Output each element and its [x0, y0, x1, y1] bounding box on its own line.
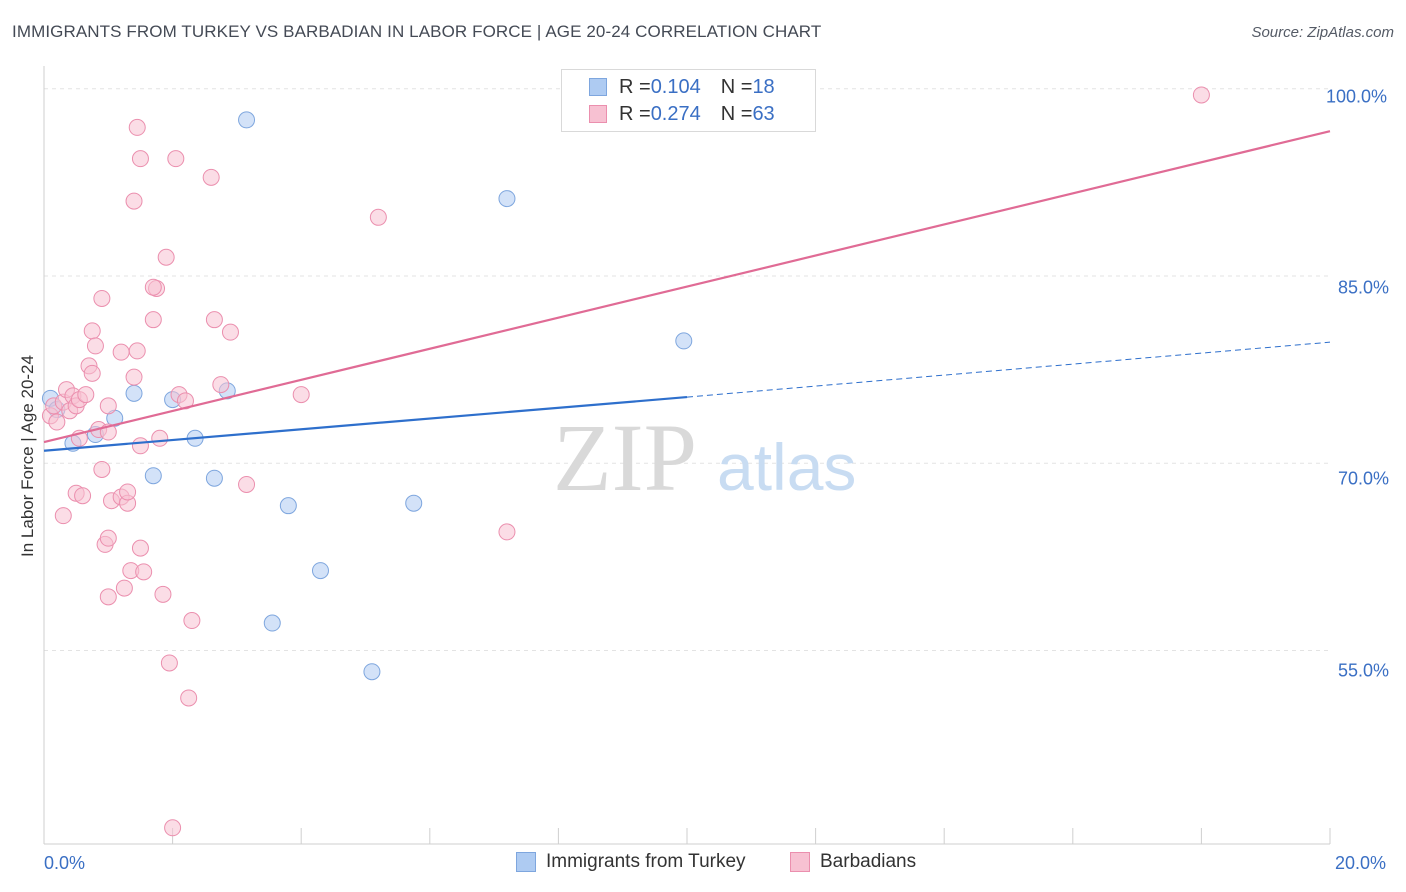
barbadian-point: [154, 585, 172, 603]
barbadian-point: [144, 311, 162, 329]
barbadian-point: [131, 539, 149, 557]
barbadian-point: [128, 342, 146, 360]
chart-title: IMMIGRANTS FROM TURKEY VS BARBADIAN IN L…: [12, 22, 822, 41]
legend-r-value: 0.104: [650, 75, 701, 98]
legend-swatch-barbadians: [790, 852, 810, 872]
barbadian-point: [180, 689, 198, 707]
barbadian-point: [212, 376, 230, 394]
barbadian-point: [131, 437, 149, 455]
barbadian-point: [167, 150, 185, 168]
legend-n-label: N =: [720, 75, 753, 98]
barbadian-point: [202, 168, 220, 186]
barbadian-point: [157, 248, 175, 266]
turkey-point: [363, 663, 381, 681]
turkey-point: [205, 469, 223, 487]
turkey-point: [279, 497, 297, 515]
barbadian-point: [498, 523, 516, 541]
turkey-point: [125, 384, 143, 402]
legend-item-turkey[interactable]: Immigrants from Turkey: [516, 851, 746, 873]
barbadian-point: [74, 487, 92, 505]
turkey-point: [498, 190, 516, 208]
barbadian-point: [86, 337, 104, 355]
turkey-trend-extension: [686, 341, 1331, 398]
source-credit: Source: ZipAtlas.com: [1251, 24, 1394, 41]
barbadian-point: [369, 208, 387, 226]
legend-r-value: 0.274: [650, 102, 701, 125]
barbadian-point: [160, 654, 178, 672]
barbadian-point: [135, 563, 153, 581]
barbadian-point: [93, 460, 111, 478]
turkey-point: [144, 467, 162, 485]
turkey-point: [263, 614, 281, 632]
barbadian-point: [125, 368, 143, 386]
barbadian-point: [183, 612, 201, 630]
legend-item-barbadians[interactable]: Barbadians: [790, 851, 916, 873]
series-legend: Immigrants from Turkey Barbadians: [0, 851, 1406, 877]
barbadian-point: [99, 397, 117, 415]
barbadian-point: [292, 386, 310, 404]
barbadian-point: [93, 289, 111, 307]
barbadian-point: [83, 322, 101, 340]
legend-row-turkey: R = 0.104 N = 18: [589, 75, 775, 99]
legend-row-barbadians: R = 0.274 N = 63: [589, 102, 775, 126]
watermark-atlas: atlas: [717, 430, 856, 504]
barbadian-point: [144, 278, 162, 296]
turkey-point: [238, 111, 256, 129]
barbadian-point: [119, 483, 137, 501]
legend-swatch-turkey: [516, 852, 536, 872]
barbadian-point: [151, 429, 169, 447]
x-tick-label-min: 0.0%: [44, 853, 86, 873]
turkey-point: [675, 332, 693, 350]
barbadian-point: [125, 192, 143, 210]
legend-n-value: 63: [752, 102, 775, 125]
barbadian-point: [112, 343, 130, 361]
barbadian-point: [54, 507, 72, 525]
watermark-zip: ZIP: [553, 404, 697, 511]
barbadian-point: [99, 588, 117, 606]
x-tick-label-max: 20.0%: [1335, 853, 1387, 873]
barbadian-point: [48, 413, 66, 431]
turkey-point: [311, 562, 329, 580]
legend-swatch-turkey: [589, 78, 607, 96]
legend-r-label: R =: [619, 75, 651, 98]
y-tick-label-85: 85.0%: [1338, 277, 1390, 298]
barbadian-point: [128, 118, 146, 136]
correlation-legend: R = 0.104 N = 18 R = 0.274 N = 63: [561, 69, 816, 132]
y-tick-label-70: 70.0%: [1338, 468, 1390, 489]
barbadian-point: [131, 150, 149, 168]
legend-n-value: 18: [752, 75, 775, 98]
barbadian-point: [1192, 86, 1210, 104]
legend-r-label: R =: [619, 102, 651, 125]
barbadian-point: [115, 579, 133, 597]
legend-label-barbadians: Barbadians: [820, 851, 917, 872]
barbadian-point: [83, 364, 101, 382]
legend-swatch-barbadians: [589, 105, 607, 123]
barbadian-point: [164, 819, 182, 837]
legend-n-label: N =: [720, 102, 753, 125]
barbadian-point: [205, 311, 223, 329]
y-tick-label-100: 100.0%: [1326, 86, 1388, 107]
barbadian-point: [99, 529, 117, 547]
y-tick-label-55: 55.0%: [1338, 660, 1390, 681]
legend-label-turkey: Immigrants from Turkey: [546, 851, 746, 872]
turkey-point: [405, 494, 423, 512]
barbadian-point: [238, 475, 256, 493]
turkey-trend-line: [43, 395, 688, 452]
barbadian-trend-line: [43, 130, 1331, 444]
barbadian-point: [77, 386, 95, 404]
barbadian-point: [221, 323, 239, 341]
